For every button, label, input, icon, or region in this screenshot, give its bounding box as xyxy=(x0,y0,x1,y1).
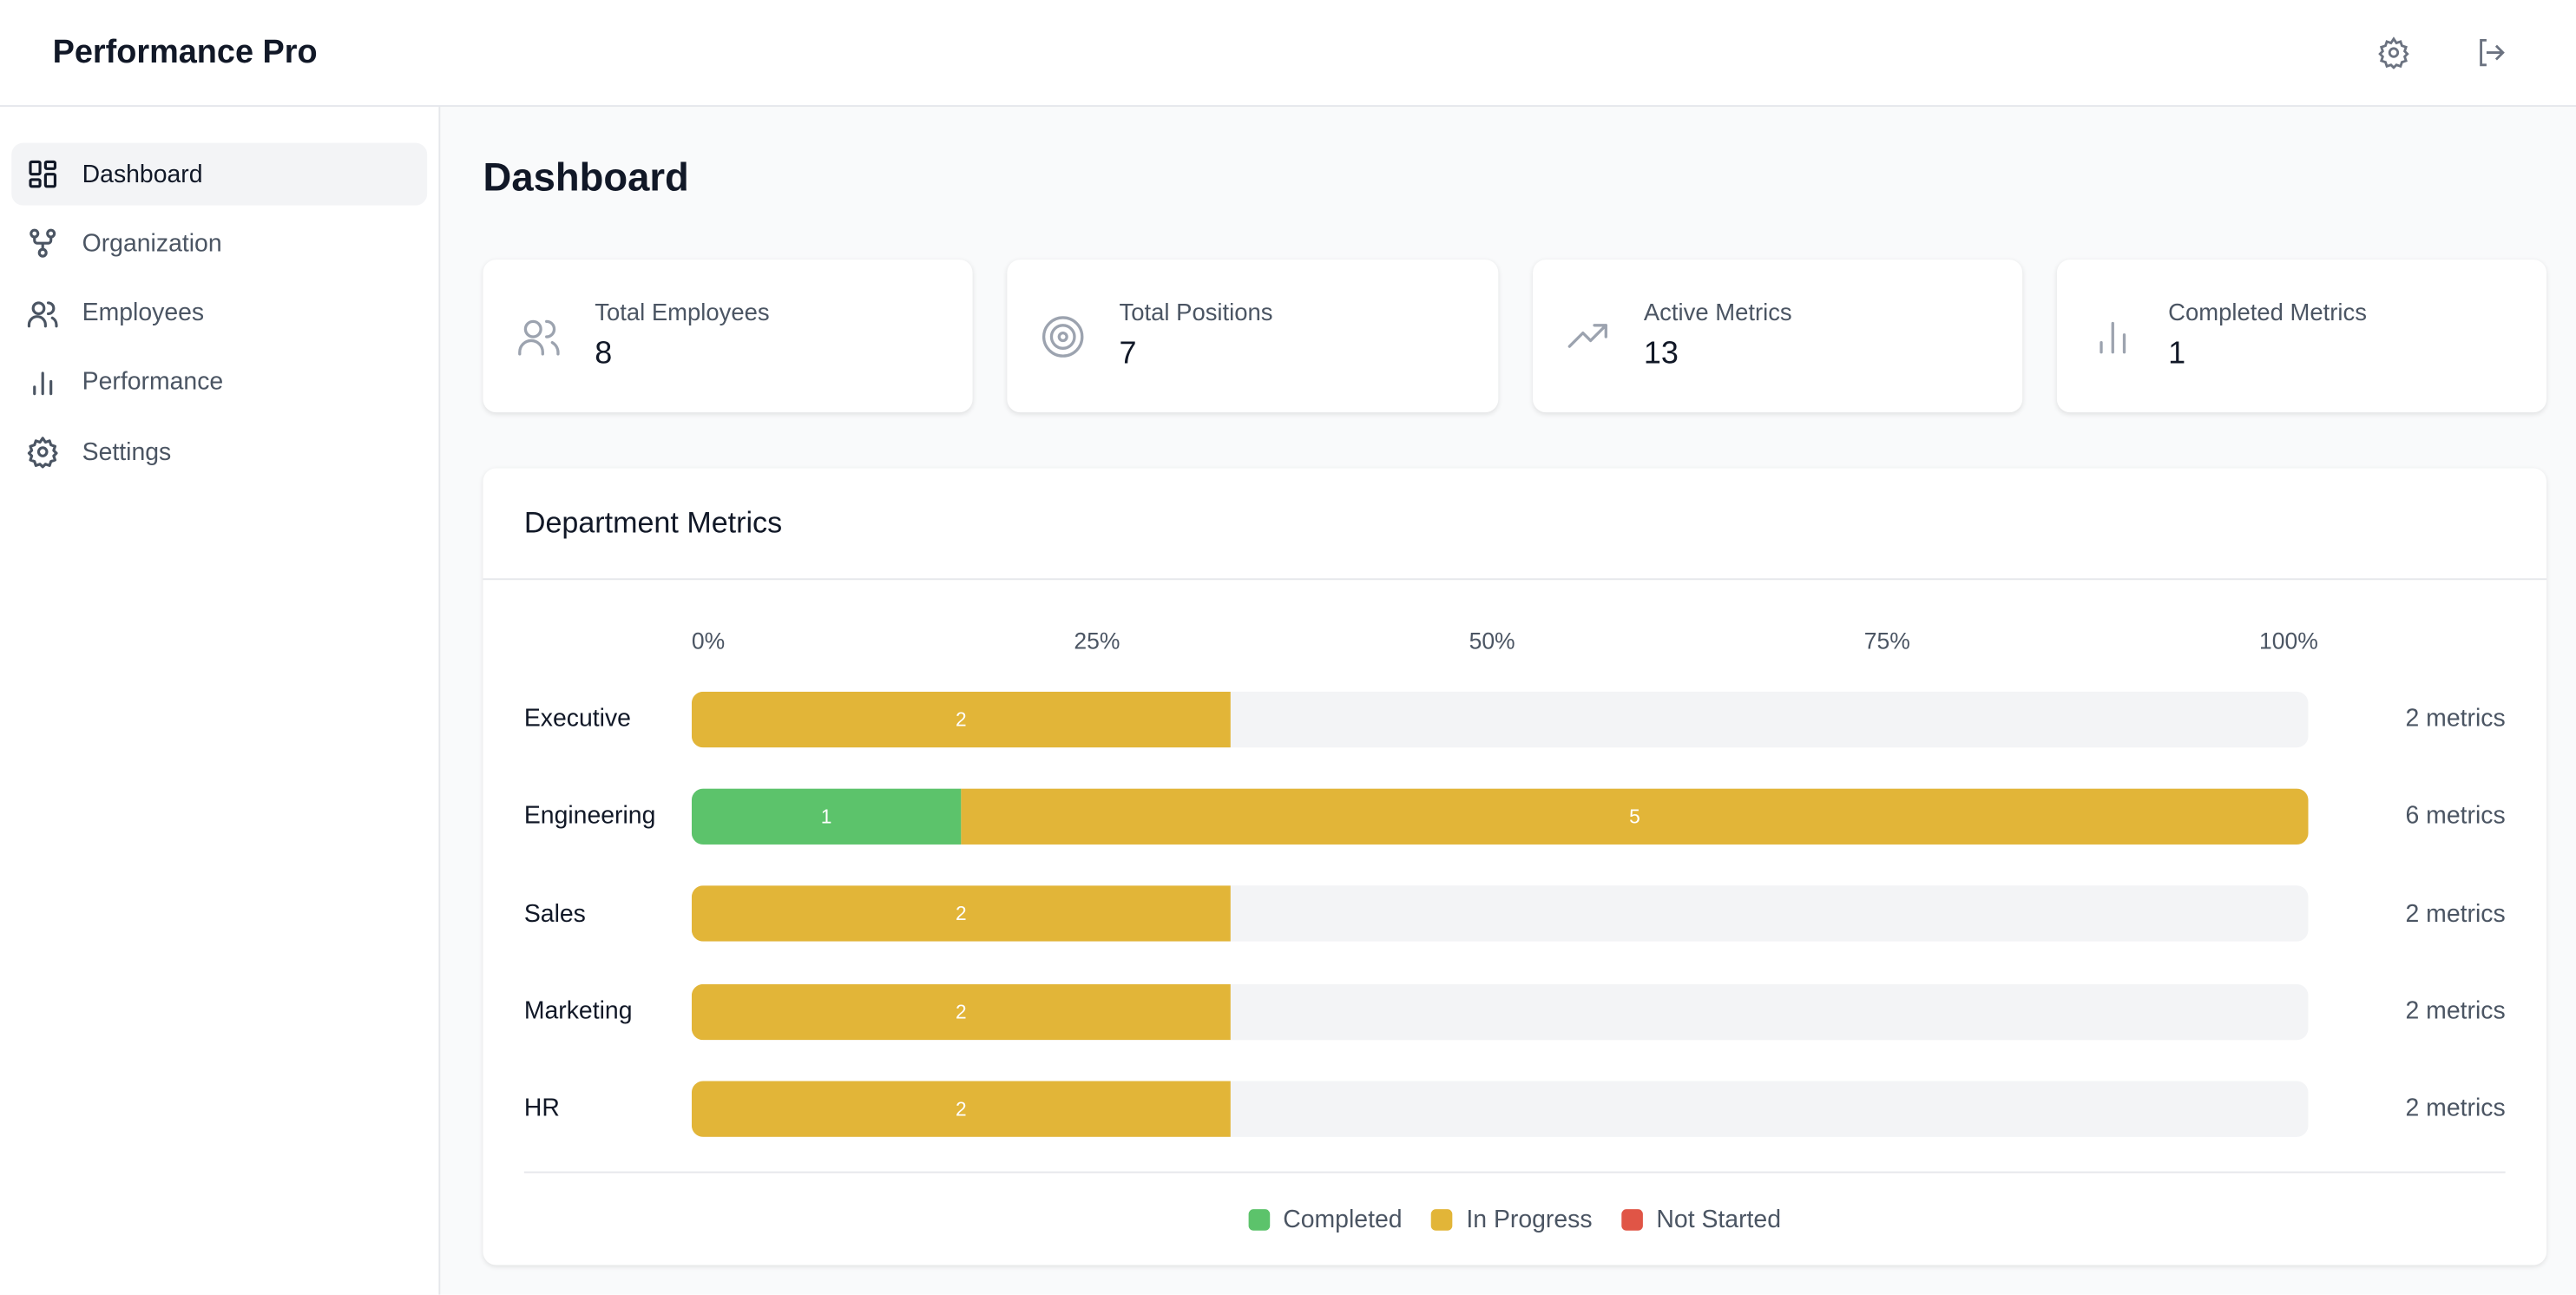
chart-row: Sales 2 2 metrics xyxy=(524,865,2506,963)
bar-track: 2 xyxy=(691,1081,2309,1137)
stat-card-total-employees: Total Employees 8 xyxy=(483,260,974,413)
legend-item: Not Started xyxy=(1621,1206,1782,1235)
stat-label: Completed Metrics xyxy=(2168,299,2367,326)
org-icon xyxy=(30,229,56,259)
stat-cards: Total Employees 8 Total Positions 7 Active M… xyxy=(483,260,2546,413)
category-label: HR xyxy=(523,1095,560,1123)
stat-label: Active Metrics xyxy=(1643,299,1792,326)
category-label: Engineering xyxy=(523,802,656,831)
sidebar-item-performance[interactable]: Performance xyxy=(11,352,427,414)
sidebar-item-label: Dashboard xyxy=(82,160,203,188)
category-label: Sales xyxy=(523,899,586,928)
bar-chart-icon xyxy=(33,371,53,396)
target-icon xyxy=(1042,315,1084,357)
metric-count: 2 metrics xyxy=(2405,899,2506,928)
bar-segment-in-progress: 2 xyxy=(691,1081,1231,1137)
sidebar-item-dashboard[interactable]: Dashboard xyxy=(11,142,428,206)
metric-count: 2 metrics xyxy=(2405,997,2506,1026)
legend-item: Completed xyxy=(1248,1206,1403,1235)
metric-count: 2 metrics xyxy=(2405,1095,2506,1123)
data-label: 5 xyxy=(1629,805,1640,828)
stat-value: 1 xyxy=(2168,336,2186,371)
tick-label: 75% xyxy=(1863,627,1910,654)
page-title: Dashboard xyxy=(483,155,689,200)
main-content: Dashboard Total Employees 8 Total Position… xyxy=(483,107,2546,1265)
tick-label: 100% xyxy=(2259,627,2318,654)
users-icon xyxy=(27,300,58,327)
category-label: Marketing xyxy=(523,997,633,1026)
department-metrics-panel: Department Metrics 0% 25% 50% 75% 100% Execu… xyxy=(483,468,2546,1265)
dashboard-icon xyxy=(29,160,56,188)
panel-title: Department Metrics xyxy=(483,468,2546,581)
app-title: Performance Pro xyxy=(52,33,318,70)
sidebar-item-label: Organization xyxy=(82,229,222,258)
logout-button[interactable] xyxy=(2458,20,2524,86)
bar-track: 2 xyxy=(691,691,2309,747)
top-bar: Performance Pro xyxy=(0,0,2576,108)
sidebar-item-label: Performance xyxy=(82,368,224,397)
tick-label: 25% xyxy=(1074,627,1120,654)
bar-segment-completed: 1 xyxy=(691,788,962,845)
legend-item: In Progress xyxy=(1431,1206,1593,1235)
legend-label: Completed xyxy=(1283,1206,1403,1235)
metric-count: 2 metrics xyxy=(2405,705,2506,733)
tick-label: 0% xyxy=(691,627,726,654)
sidebar-item-label: Settings xyxy=(82,437,172,466)
stat-card-total-positions: Total Positions 7 xyxy=(1007,260,1498,413)
gear-icon xyxy=(2378,36,2409,69)
logout-icon xyxy=(2480,38,2505,67)
sidebar-item-settings[interactable]: Settings xyxy=(11,421,427,483)
stat-value: 8 xyxy=(595,336,613,371)
data-label: 2 xyxy=(956,707,967,731)
bar-segment-in-progress: 2 xyxy=(691,983,1231,1040)
stat-card-active-metrics: Active Metrics 13 xyxy=(1532,260,2022,413)
metric-count: 6 metrics xyxy=(2405,802,2506,831)
legend: Completed In Progress Not Started xyxy=(523,1172,2506,1235)
chart-row: Engineering 1 5 6 metrics xyxy=(524,768,2506,865)
settings-button[interactable] xyxy=(2361,20,2427,86)
gear-icon xyxy=(27,437,58,469)
stat-label: Total Positions xyxy=(1119,299,1273,326)
stat-label: Total Employees xyxy=(595,299,770,326)
data-label: 2 xyxy=(956,999,967,1023)
stat-value: 13 xyxy=(1643,336,1679,371)
axis-ticks: 0% 25% 50% 75% 100% xyxy=(692,580,2318,670)
legend-swatch xyxy=(1248,1210,1271,1232)
category-label: Executive xyxy=(523,705,631,733)
sidebar: Dashboard Organization Employees Performanc… xyxy=(0,107,441,1295)
stat-value: 7 xyxy=(1119,336,1137,371)
chart-row: Marketing 2 2 metrics xyxy=(524,963,2506,1060)
sidebar-item-employees[interactable]: Employees xyxy=(11,282,427,345)
legend-swatch xyxy=(1431,1210,1454,1232)
bar-track: 2 xyxy=(691,885,2309,943)
legend-label: In Progress xyxy=(1466,1206,1593,1235)
bar-segment-in-progress: 2 xyxy=(691,691,1231,747)
bar-segment-in-progress: 5 xyxy=(961,788,2309,845)
legend-swatch xyxy=(1621,1210,1644,1232)
tick-label: 50% xyxy=(1469,627,1515,654)
bar-track: 2 xyxy=(691,983,2309,1040)
users-icon xyxy=(518,319,560,355)
data-label: 2 xyxy=(956,1097,967,1121)
bar-segment-in-progress: 2 xyxy=(691,885,1231,943)
bar-chart-icon xyxy=(2099,320,2126,353)
sidebar-item-label: Employees xyxy=(82,299,205,327)
chart-row: HR 2 2 metrics xyxy=(524,1060,2506,1157)
legend-label: Not Started xyxy=(1656,1206,1782,1235)
sidebar-item-organization[interactable]: Organization xyxy=(11,213,427,275)
chart-row: Executive 2 2 metrics xyxy=(524,670,2506,767)
trending-up-icon xyxy=(1567,323,1607,347)
data-label: 1 xyxy=(820,805,832,828)
stat-card-completed-metrics: Completed Metrics 1 xyxy=(2056,260,2546,413)
data-label: 2 xyxy=(956,902,967,926)
